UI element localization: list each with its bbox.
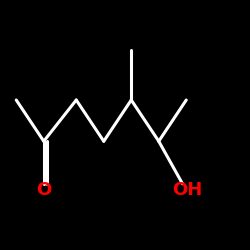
Text: O: O xyxy=(36,181,52,199)
Text: OH: OH xyxy=(172,181,202,199)
